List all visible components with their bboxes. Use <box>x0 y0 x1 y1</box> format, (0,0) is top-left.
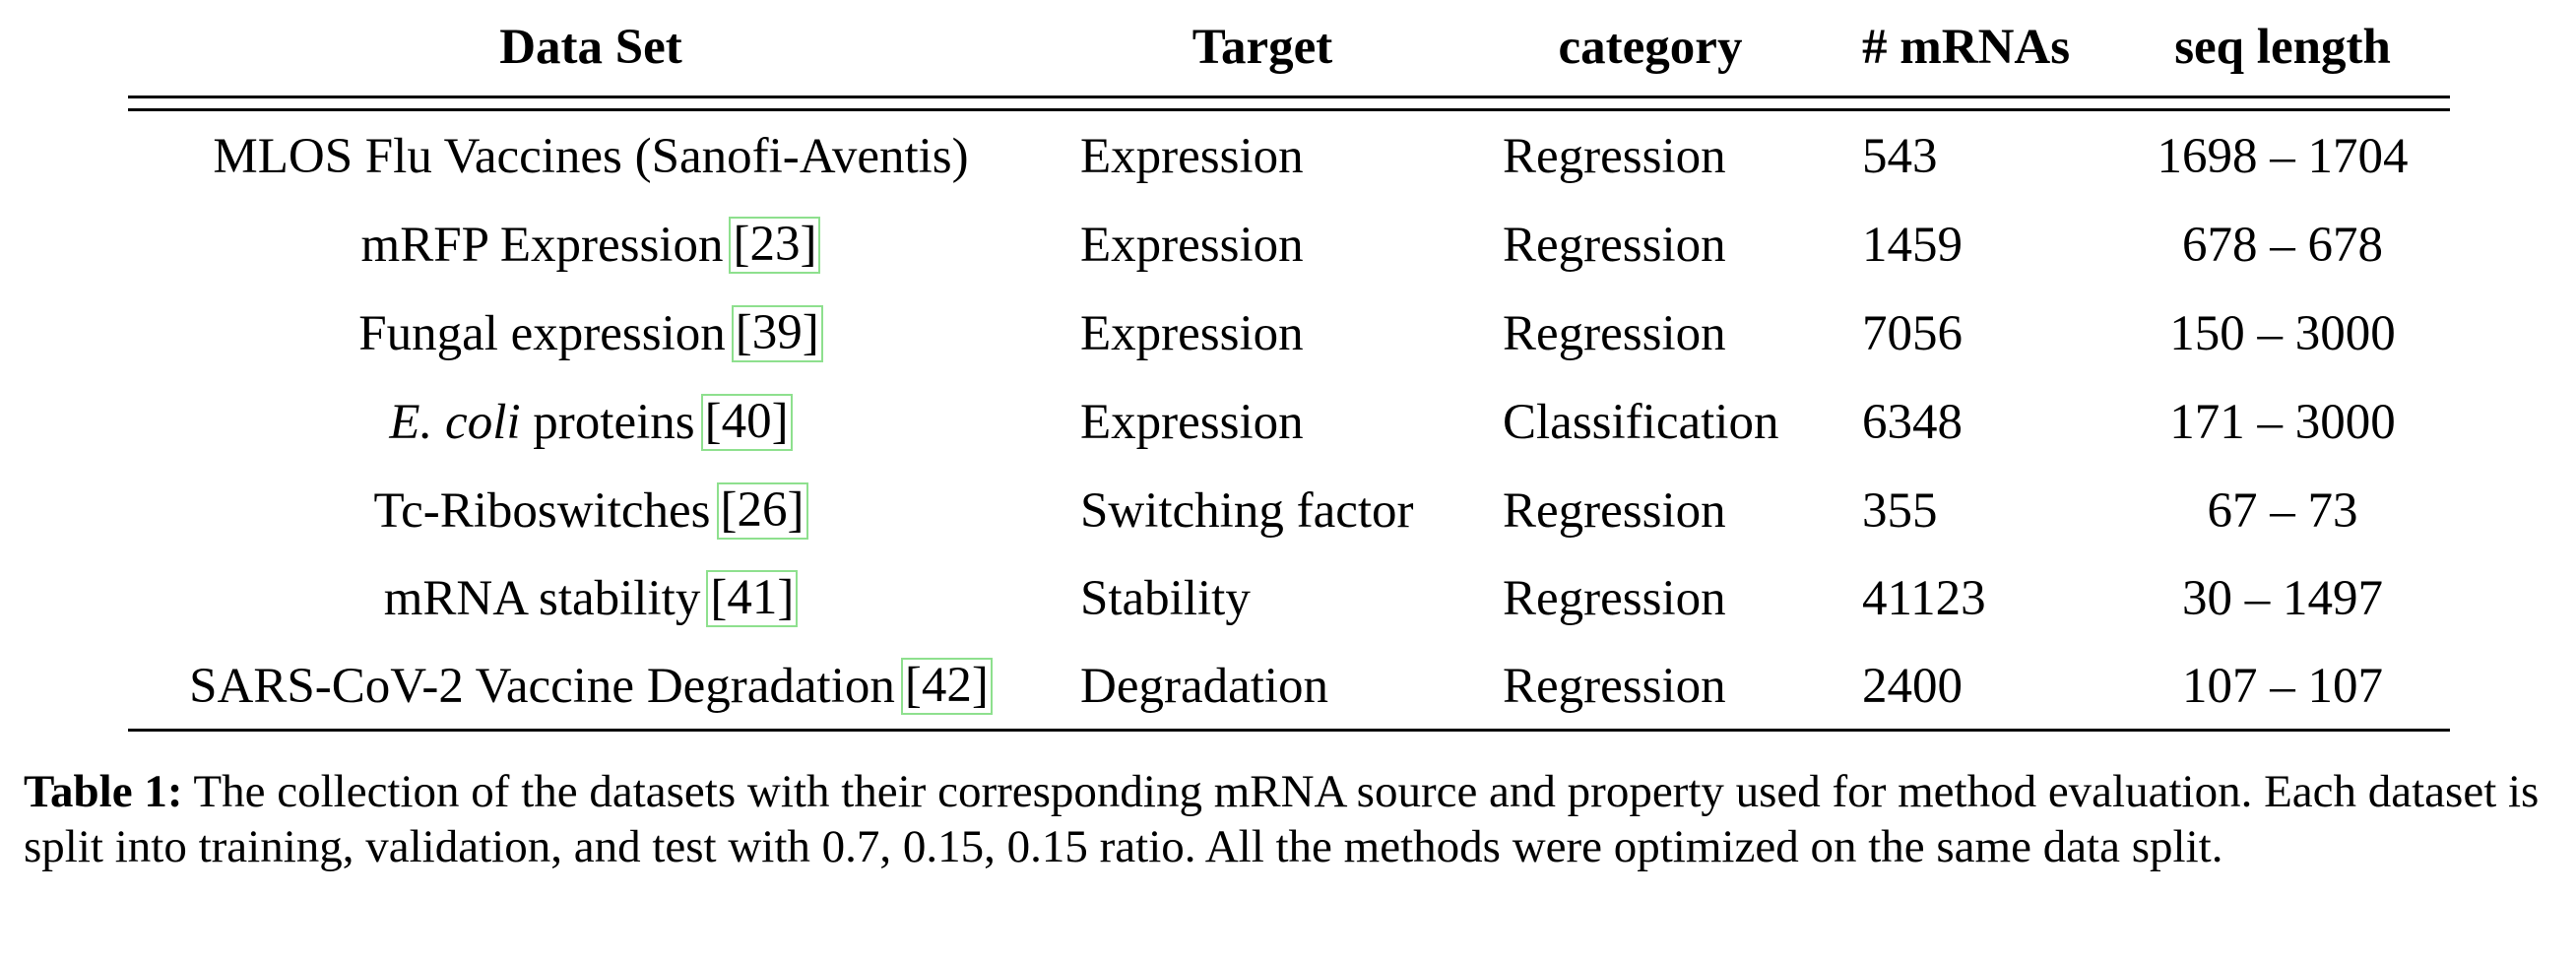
table-row: E. coli proteins [40] Expression Classifica… <box>0 378 2576 467</box>
cell-category: Regression <box>1503 659 1726 714</box>
cell-seq-length: 30 – 1497 <box>2182 571 2383 626</box>
cell-category: Regression <box>1503 129 1726 184</box>
cell-target: Expression <box>1080 129 1304 184</box>
citation-link[interactable]: [23] <box>729 217 821 274</box>
top-rule <box>128 96 2450 98</box>
cell-seq-length: 150 – 3000 <box>2169 306 2396 361</box>
table-row: MLOS Flu Vaccines (Sanofi-Aventis) Expres… <box>0 112 2576 201</box>
datasets-table: Data Set Target category # mRNAs seq len… <box>0 8 2576 732</box>
citation-number: 40 <box>721 394 772 450</box>
citation-number: 41 <box>727 570 778 626</box>
cell-target: Expression <box>1080 306 1304 361</box>
cell-category: Classification <box>1503 395 1779 450</box>
cell-data-set: SARS-CoV-2 Vaccine Degradation [42] <box>128 642 1054 731</box>
caption-text: The collection of the datasets with thei… <box>24 766 2540 872</box>
header-category: category <box>1558 20 1743 75</box>
cell-category: Regression <box>1503 571 1726 626</box>
caption-label: Table 1: <box>24 766 183 817</box>
cell-mrnas: 1459 <box>1862 218 1963 273</box>
cell-data-set: Fungal expression [39] <box>128 289 1054 378</box>
citation-number: 26 <box>737 482 788 539</box>
cell-mrnas: 41123 <box>1862 571 1986 626</box>
table-caption: Table 1: The collection of the datasets … <box>24 764 2564 874</box>
table-row: SARS-CoV-2 Vaccine Degradation [42] Degrad… <box>0 642 2576 731</box>
header-seq-length: seq length <box>2174 20 2391 75</box>
table-row: mRFP Expression [23] Expression Regression 1… <box>0 201 2576 289</box>
cell-data-set: mRNA stability [41] <box>128 554 1054 643</box>
citation-link[interactable]: [40] <box>700 394 793 451</box>
cell-mrnas: 543 <box>1862 129 1938 184</box>
cell-category: Regression <box>1503 218 1726 273</box>
dataset-name: mRFP Expression <box>360 218 724 273</box>
table-header-row: Data Set Target category # mRNAs seq len… <box>0 8 2576 87</box>
citation-link[interactable]: [42] <box>900 658 993 715</box>
dataset-name: mRNA stability <box>383 571 701 626</box>
header-target: Target <box>1191 20 1333 75</box>
cell-seq-length: 67 – 73 <box>2207 483 2358 539</box>
cell-data-set: E. coli proteins [40] <box>128 378 1054 467</box>
citation-link[interactable]: [41] <box>706 570 799 627</box>
citation-link[interactable]: [39] <box>731 305 823 362</box>
table-row: Fungal expression [39] Expression Regressio… <box>0 289 2576 378</box>
dataset-name: SARS-CoV-2 Vaccine Degradation <box>189 659 895 714</box>
cell-seq-length: 678 – 678 <box>2182 218 2383 273</box>
cell-data-set: Tc-Riboswitches [26] <box>128 467 1054 555</box>
cell-data-set: MLOS Flu Vaccines (Sanofi-Aventis) <box>128 112 1054 201</box>
dataset-name: proteins <box>533 395 695 450</box>
citation-number: 23 <box>749 217 801 273</box>
citation-number: 42 <box>921 658 972 714</box>
table-row: mRNA stability [41] Stability Regression 411… <box>0 554 2576 643</box>
dataset-name: Fungal expression <box>358 306 726 361</box>
cell-target: Switching factor <box>1080 483 1414 539</box>
dataset-name: Tc-Riboswitches <box>373 483 711 539</box>
bottom-rule <box>128 729 2450 732</box>
cell-seq-length: 1698 – 1704 <box>2157 129 2409 184</box>
header-data-set: Data Set <box>499 20 682 75</box>
cell-seq-length: 171 – 3000 <box>2169 395 2396 450</box>
cell-mrnas: 355 <box>1862 483 1938 539</box>
cell-category: Regression <box>1503 483 1726 539</box>
cell-mrnas: 6348 <box>1862 395 1963 450</box>
header-rule <box>128 108 2450 111</box>
cell-target: Expression <box>1080 395 1304 450</box>
cell-mrnas: 7056 <box>1862 306 1963 361</box>
cell-target: Stability <box>1080 571 1251 626</box>
dataset-italic-name: E. coli <box>389 395 521 450</box>
header-mrnas: # mRNAs <box>1862 20 2071 75</box>
cell-target: Expression <box>1080 218 1304 273</box>
cell-data-set: mRFP Expression [23] <box>128 201 1054 289</box>
cell-category: Regression <box>1503 306 1726 361</box>
table-row: Tc-Riboswitches [26] Switching factor Regre… <box>0 467 2576 555</box>
cell-mrnas: 2400 <box>1862 659 1963 714</box>
cell-target: Degradation <box>1080 659 1329 714</box>
citation-number: 39 <box>751 305 803 361</box>
cell-seq-length: 107 – 107 <box>2182 659 2383 714</box>
citation-link[interactable]: [26] <box>716 482 808 540</box>
dataset-name: MLOS Flu Vaccines (Sanofi-Aventis) <box>213 129 969 184</box>
